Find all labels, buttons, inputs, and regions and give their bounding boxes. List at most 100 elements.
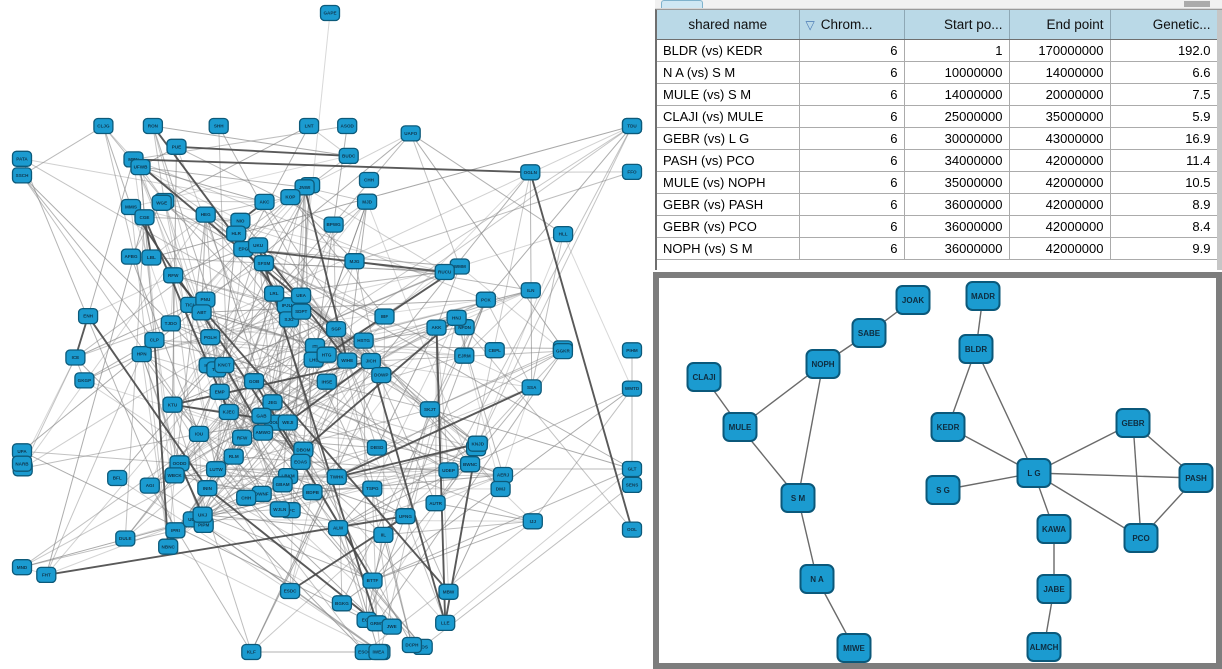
active-tab-fragment[interactable]: [661, 0, 703, 8]
graph-node-LNT[interactable]: LNT: [298, 117, 320, 135]
graph-node-JNWI[interactable]: JNWI: [294, 179, 315, 196]
graph-node-UDEP[interactable]: UDEP: [438, 462, 459, 479]
graph-node-SGP[interactable]: SGP: [325, 320, 347, 338]
graph-node-PGLH[interactable]: PGLH: [200, 329, 221, 346]
graph-node-DULE[interactable]: DULE: [115, 530, 136, 547]
graph-node-CLP[interactable]: CLP: [144, 331, 165, 349]
graph-node-KAWA[interactable]: KAWA: [1036, 514, 1072, 544]
graph-node-IJJ[interactable]: IJJ: [522, 513, 543, 530]
graph-node-IHSE[interactable]: IHSE: [316, 373, 337, 390]
graph-node-AMWO[interactable]: AMWO: [252, 424, 274, 441]
graph-node-PNU[interactable]: PNU: [195, 291, 216, 308]
graph-node-WGE[interactable]: WGE: [151, 194, 172, 211]
graph-node-GBAM[interactable]: GBAM: [272, 476, 293, 493]
table-row[interactable]: BLDR (vs) KEDR 6 1 170000000 192.0: [657, 39, 1218, 62]
graph-node-HLL[interactable]: HLL: [552, 225, 574, 243]
graph-node-WMTD[interactable]: WMTD: [621, 380, 643, 397]
horizontal-scrollbar-thumb[interactable]: [1184, 1, 1210, 7]
graph-node-MJG[interactable]: MJG: [344, 253, 365, 270]
graph-node-ESDC[interactable]: ESDC: [279, 582, 301, 600]
graph-node-NARB[interactable]: NARB: [11, 455, 33, 472]
graph-node-GEBR[interactable]: GEBR: [1115, 408, 1151, 438]
graph-node-CGE[interactable]: CGE: [134, 209, 155, 226]
graph-node-WMM[interactable]: WMM: [449, 258, 470, 275]
graph-node-TSPG[interactable]: TSPG: [362, 480, 383, 497]
graph-node-AFBG[interactable]: AFBG: [120, 248, 142, 265]
graph-node-KLF[interactable]: KLF: [241, 643, 262, 661]
column-header-end-point[interactable]: End point: [1009, 10, 1111, 40]
graph-node-LRL[interactable]: LRL: [263, 285, 285, 302]
graph-node-TJDO[interactable]: TJDO: [160, 315, 181, 332]
graph-node-TWHK[interactable]: TWHK: [326, 468, 347, 486]
graph-node-DBOM[interactable]: DBOM: [293, 441, 314, 458]
graph-node-NBNC[interactable]: NBNC: [158, 538, 179, 555]
graph-node-SSCH[interactable]: SSCH: [11, 167, 33, 184]
graph-node-NA[interactable]: N A: [799, 564, 835, 594]
graph-node-WJLN[interactable]: WJLN: [269, 501, 290, 518]
graph-node-ENH[interactable]: ENH: [77, 307, 99, 325]
column-header-chromosome[interactable]: ▽ Chrom...: [799, 10, 905, 40]
graph-node-MULE[interactable]: MULE: [722, 412, 758, 442]
graph-node-HEG[interactable]: HEG: [195, 206, 216, 223]
graph-node-IBF[interactable]: IBF: [374, 308, 395, 325]
graph-node-ININ[interactable]: ININ: [197, 480, 218, 497]
graph-node-FHT[interactable]: FHT: [36, 566, 57, 584]
table-row[interactable]: N A (vs) S M 6 10000000 14000000 6.6: [657, 61, 1218, 84]
graph-node-ASOD[interactable]: ASOD: [337, 117, 358, 135]
graph-node-RUCU[interactable]: RUCU: [434, 263, 455, 281]
graph-node-UFNG[interactable]: UFNG: [395, 508, 416, 525]
graph-node-ALW[interactable]: ALW: [327, 519, 349, 537]
graph-node-IWEA[interactable]: IWEA: [368, 643, 389, 661]
graph-node-MND[interactable]: MND: [11, 559, 33, 576]
graph-node-PCK[interactable]: PCK: [475, 291, 497, 308]
graph-node-SDPT[interactable]: SDPT: [291, 303, 312, 320]
graph-node-ILN[interactable]: ILN: [520, 282, 541, 299]
graph-node-UAFO[interactable]: UAFO: [400, 125, 421, 142]
filter-icon[interactable]: ▽: [805, 17, 815, 32]
graph-node-ABT[interactable]: ABT: [191, 304, 212, 321]
graph-node-HNJ[interactable]: HNJ: [446, 309, 467, 326]
graph-node-OGLN[interactable]: OGLN: [520, 164, 541, 181]
graph-node-CHH[interactable]: CHH: [358, 171, 380, 189]
graph-node-PCO[interactable]: PCO: [1123, 523, 1159, 553]
graph-node-MJD[interactable]: MJD: [356, 193, 378, 210]
graph-node-RFW[interactable]: RFW: [231, 429, 253, 446]
graph-node-RON[interactable]: RON: [142, 117, 164, 135]
graph-node-JEG[interactable]: JEG: [262, 394, 283, 411]
graph-node-GLT[interactable]: GLT: [621, 460, 643, 478]
graph-node-HLR[interactable]: HLR: [226, 225, 247, 242]
graph-node-PATA[interactable]: PATA: [11, 150, 33, 167]
graph-node-KJEC[interactable]: KJEC: [218, 403, 239, 421]
graph-node-KNCT[interactable]: KNCT: [214, 356, 235, 374]
graph-node-LLE[interactable]: LLE: [435, 614, 456, 632]
graph-node-ALMCH[interactable]: ALMCH: [1026, 632, 1062, 662]
graph-node-IOU[interactable]: IOU: [188, 425, 210, 443]
graph-node-EMP[interactable]: EMP: [209, 383, 230, 400]
column-header-shared-name[interactable]: shared name: [657, 10, 800, 40]
graph-node-PIHM[interactable]: PIHM: [621, 342, 643, 359]
graph-node-CLJG[interactable]: CLJG: [93, 117, 114, 135]
graph-node-SM[interactable]: S M: [780, 483, 816, 513]
graph-node-SFSM[interactable]: SFSM: [253, 255, 275, 272]
graph-node-BPWG[interactable]: BPWG: [323, 216, 344, 233]
graph-node-RLM[interactable]: RLM: [223, 448, 244, 465]
graph-node-AERJ[interactable]: AERJ: [492, 466, 514, 484]
graph-node-JABE[interactable]: JABE: [1036, 574, 1072, 604]
graph-node-WIHE[interactable]: WIHE: [337, 352, 358, 369]
graph-node-BWNC[interactable]: BWNC: [459, 456, 481, 473]
graph-node-JICH[interactable]: JICH: [360, 352, 382, 370]
graph-node-CHH[interactable]: CHH: [236, 489, 257, 506]
graph-node-DBSD[interactable]: DBSD: [366, 439, 388, 456]
column-header-start-position[interactable]: Start po...: [904, 10, 1010, 40]
graph-node-PUE[interactable]: PUE: [166, 138, 187, 155]
table-row[interactable]: CLAJI (vs) MULE 6 25000000 35000000 5.9: [657, 105, 1218, 128]
graph-node-HTG[interactable]: HTG: [316, 346, 337, 363]
graph-node-OOL[interactable]: OOL: [621, 521, 643, 538]
table-row[interactable]: PASH (vs) PCO 6 34000000 42000000 11.4: [657, 149, 1218, 172]
graph-node-UEA[interactable]: UEA: [290, 287, 312, 304]
graph-node-BUDC[interactable]: BUDC: [338, 147, 359, 165]
graph-node-GKGP[interactable]: GKGP: [74, 372, 95, 389]
graph-node-GOB[interactable]: GOB: [243, 373, 265, 390]
graph-node-KNJD[interactable]: KNJD: [467, 435, 488, 452]
table-row[interactable]: MULE (vs) S M 6 14000000 20000000 7.5: [657, 83, 1218, 106]
